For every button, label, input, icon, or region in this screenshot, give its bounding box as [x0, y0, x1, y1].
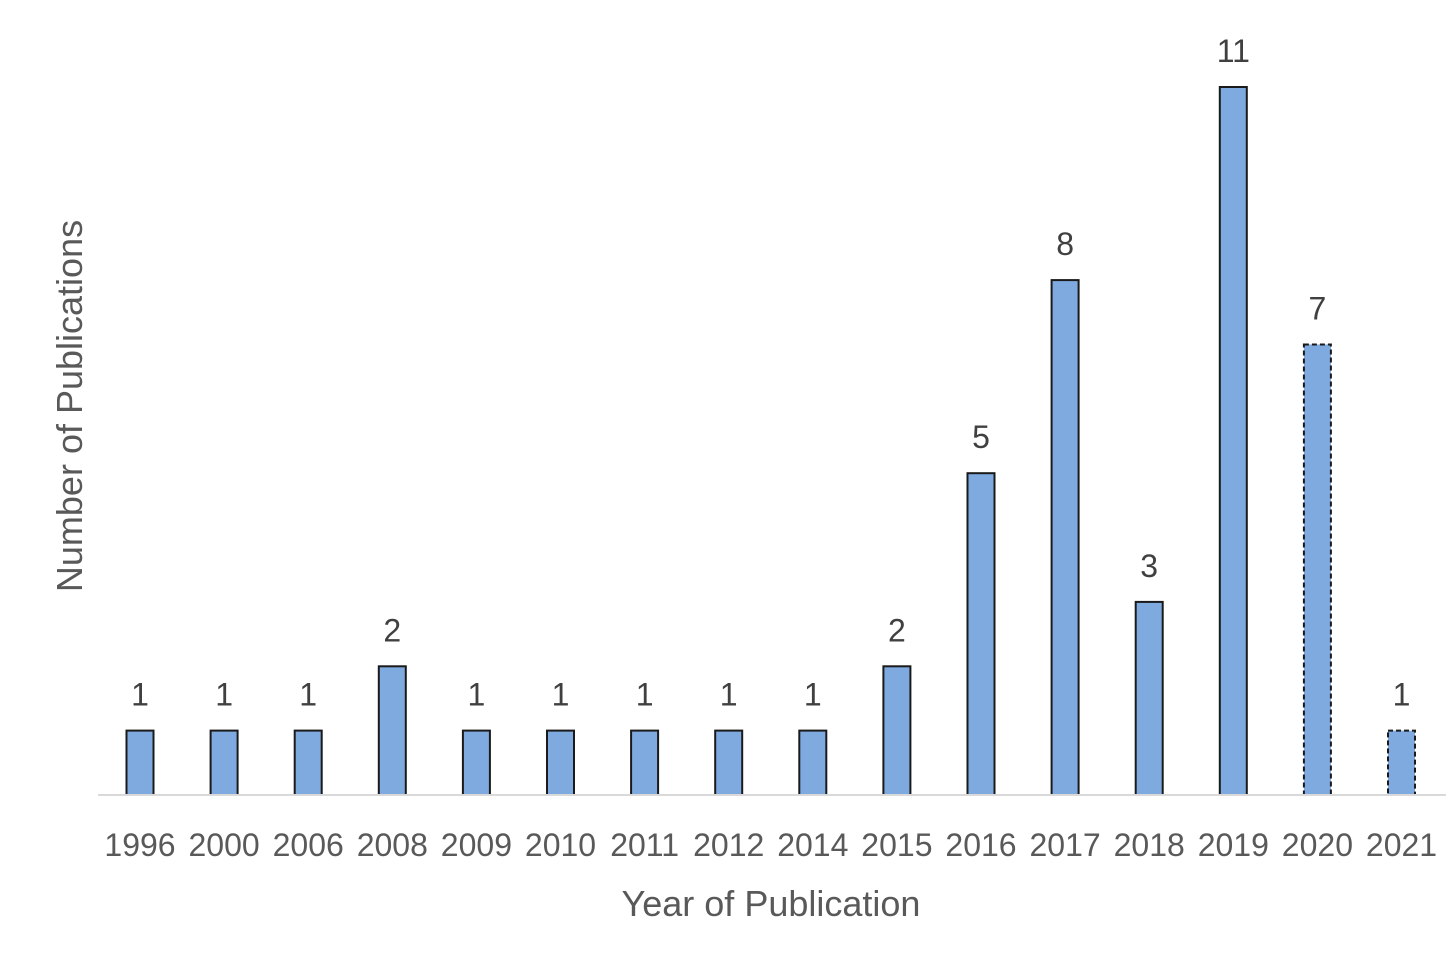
x-tick-label-2012: 2012 — [693, 827, 764, 863]
x-tick-label-2014: 2014 — [777, 827, 848, 863]
x-tick-label-2015: 2015 — [861, 827, 932, 863]
data-label-2019: 11 — [1217, 33, 1250, 69]
bar-2012 — [714, 729, 744, 796]
bar-1996 — [125, 729, 155, 796]
data-label-2021: 1 — [1393, 677, 1411, 713]
x-tick-label-1996: 1996 — [104, 827, 175, 863]
bar-2011 — [630, 729, 660, 796]
x-tick-label-2011: 2011 — [610, 827, 679, 863]
bar-2010 — [546, 729, 575, 796]
bar-2017 — [1050, 279, 1080, 797]
data-label-1996: 1 — [131, 677, 149, 713]
x-tick-label-2009: 2009 — [441, 827, 512, 863]
bar-2009 — [461, 729, 491, 796]
x-tick-label-2020: 2020 — [1282, 827, 1353, 863]
x-tick-labels-group: 1996 2000 2006 2008 2009 2010 2011 2012 2014 2015… — [104, 827, 1437, 863]
data-label-2014: 1 — [804, 677, 822, 713]
x-tick-label-2018: 2018 — [1114, 827, 1185, 863]
bar-2018 — [1134, 600, 1164, 797]
x-tick-label-2006: 2006 — [273, 827, 344, 863]
bar-2021 — [1387, 729, 1416, 796]
data-label-2000: 1 — [215, 677, 233, 713]
bars-group — [125, 86, 1416, 797]
x-tick-label-2010: 2010 — [525, 827, 596, 863]
data-label-2017: 8 — [1056, 226, 1074, 262]
x-tick-label-2000: 2000 — [189, 827, 260, 863]
x-tick-label-2008: 2008 — [357, 827, 428, 863]
data-label-2016: 5 — [972, 419, 990, 455]
data-label-2006: 1 — [299, 677, 317, 713]
data-label-2012: 1 — [720, 677, 738, 713]
y-axis-title: Number of Publications — [49, 220, 90, 592]
x-tick-label-2017: 2017 — [1030, 827, 1101, 863]
bar-2006 — [293, 729, 323, 796]
data-label-2010: 1 — [552, 677, 570, 713]
data-label-2018: 3 — [1140, 548, 1158, 584]
bar-2008 — [377, 665, 407, 796]
data-label-2020: 7 — [1309, 291, 1327, 327]
bar-2015 — [882, 665, 912, 796]
data-label-2015: 2 — [888, 612, 906, 648]
bar-2020 — [1302, 343, 1332, 796]
x-axis-title: Year of Publication — [622, 883, 921, 924]
bar-2000 — [209, 729, 239, 796]
x-tick-label-2016: 2016 — [945, 827, 1016, 863]
bar-2014 — [798, 729, 828, 796]
data-label-2009: 1 — [468, 677, 486, 713]
bar-2019 — [1218, 86, 1248, 796]
x-tick-label-2019: 2019 — [1198, 827, 1269, 863]
data-label-2011: 1 — [636, 677, 654, 713]
x-tick-label-2021: 2021 — [1366, 827, 1437, 863]
bar-2016 — [966, 472, 996, 796]
data-label-2008: 2 — [383, 612, 401, 648]
